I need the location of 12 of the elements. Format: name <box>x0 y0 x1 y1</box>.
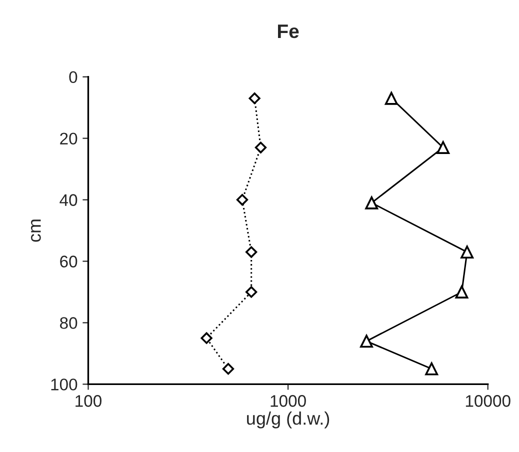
x-axis-title: ug/g (d.w.) <box>247 412 330 428</box>
y-tick-label: 40 <box>60 194 78 206</box>
y-tick-label: 80 <box>60 317 78 329</box>
y-tick-label: 60 <box>60 256 78 268</box>
y-tick-label: 100 <box>51 378 78 390</box>
chart-title: Fe <box>278 24 299 38</box>
y-axis-title: cm <box>30 220 41 242</box>
x-tick-label: 10000 <box>466 395 510 407</box>
y-tick-label: 0 <box>69 71 78 84</box>
x-tick-label: 100 <box>76 395 102 407</box>
y-tick-label: 20 <box>60 132 78 145</box>
x-tick-label: 1000 <box>270 395 306 407</box>
